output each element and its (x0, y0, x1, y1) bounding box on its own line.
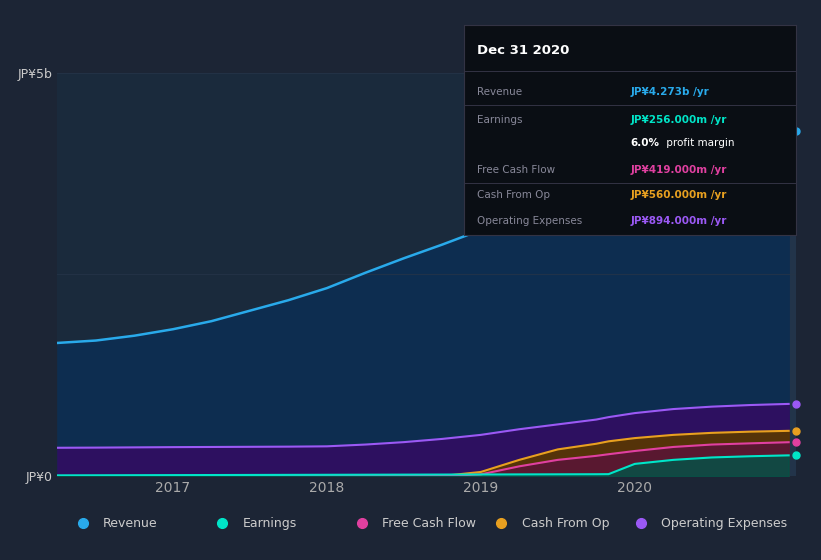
Text: JP¥419.000m /yr: JP¥419.000m /yr (631, 165, 727, 175)
Text: JP¥560.000m /yr: JP¥560.000m /yr (631, 190, 727, 200)
Text: Earnings: Earnings (243, 516, 297, 530)
Text: JP¥4.273b /yr: JP¥4.273b /yr (631, 87, 709, 97)
Text: JP¥894.000m /yr: JP¥894.000m /yr (631, 216, 727, 226)
Text: Revenue: Revenue (103, 516, 158, 530)
Text: profit margin: profit margin (663, 138, 735, 148)
Text: Operating Expenses: Operating Expenses (477, 216, 582, 226)
Text: Earnings: Earnings (477, 115, 523, 125)
Text: Free Cash Flow: Free Cash Flow (383, 516, 476, 530)
Text: Cash From Op: Cash From Op (477, 190, 550, 200)
Text: Dec 31 2020: Dec 31 2020 (477, 44, 570, 57)
Text: Operating Expenses: Operating Expenses (662, 516, 787, 530)
Text: JP¥256.000m /yr: JP¥256.000m /yr (631, 115, 727, 125)
Text: Free Cash Flow: Free Cash Flow (477, 165, 555, 175)
Text: Revenue: Revenue (477, 87, 522, 97)
Text: Cash From Op: Cash From Op (522, 516, 609, 530)
Text: 6.0%: 6.0% (631, 138, 659, 148)
Bar (608, 73, 796, 476)
